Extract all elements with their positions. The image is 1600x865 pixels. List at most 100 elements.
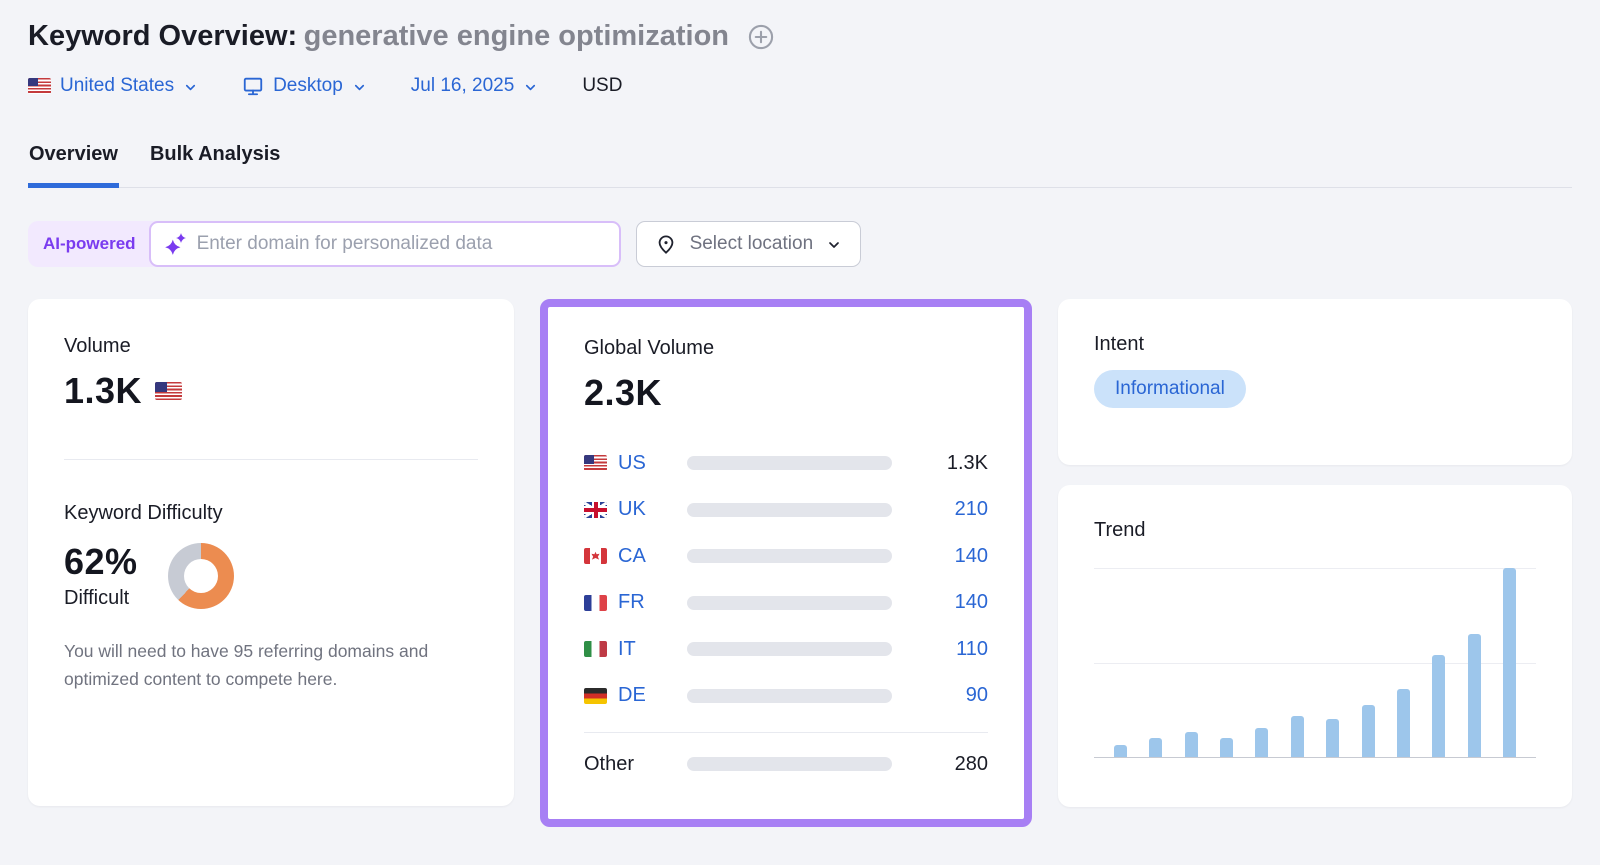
country-code-link[interactable]: FR (618, 591, 645, 614)
volume-bar-track (687, 456, 892, 471)
metrics-grid: Volume 1.3K Keyword Difficulty 62% Diffi… (28, 299, 1572, 827)
country-code-link[interactable]: DE (618, 684, 646, 707)
location-pin-icon (655, 233, 677, 255)
country-code-link[interactable]: US (618, 451, 646, 474)
keyword-overview-page: Keyword Overview: generative engine opti… (0, 0, 1600, 827)
keyword-difficulty-value: 62% (64, 541, 138, 582)
trend-label: Trend (1094, 519, 1146, 541)
country-volume-row: CA 140 (584, 533, 988, 580)
canada-flag-icon (584, 548, 607, 565)
divider (584, 732, 988, 733)
country-code-link[interactable]: CA (618, 544, 646, 567)
page-title: Keyword Overview: (28, 20, 298, 52)
country-selector[interactable]: United States (28, 75, 198, 97)
country-volume-row: DE 90 (584, 673, 988, 720)
ai-powered-badge: AI-powered (43, 234, 136, 253)
trend-bar (1396, 688, 1410, 757)
trend-card: Trend (1058, 485, 1572, 807)
global-volume-value: 2.3K (584, 372, 663, 413)
personalization-bar: AI-powered Select location (28, 221, 1572, 267)
country-code-link[interactable]: UK (618, 498, 646, 521)
volume-bar-track (687, 595, 892, 610)
select-location-label: Select location (689, 233, 814, 254)
country-selector-label: United States (60, 75, 175, 96)
tab-bar: Overview Bulk Analysis (28, 137, 1572, 188)
trend-bar (1326, 719, 1340, 757)
desktop-icon (242, 75, 264, 97)
us-flag-icon (155, 382, 183, 400)
country-code-link[interactable]: IT (618, 637, 636, 660)
chevron-down-icon (826, 237, 842, 253)
trend-bar (1502, 568, 1516, 757)
page-header: Keyword Overview: generative engine opti… (28, 0, 1572, 53)
us-flag-icon (28, 78, 51, 94)
other-volume-value: 280 (954, 752, 988, 775)
country-volume-value: 1.3K (946, 451, 988, 474)
other-label: Other (584, 752, 635, 775)
trend-bar-chart (1094, 568, 1536, 758)
volume-bar-track (687, 757, 892, 772)
volume-bar-track (687, 502, 892, 517)
domain-input[interactable] (148, 221, 621, 267)
chevron-down-icon (523, 80, 538, 95)
intent-badge[interactable]: Informational (1094, 370, 1246, 408)
filter-bar: United States Desktop Jul 16, 2025 U (28, 75, 1572, 97)
select-location-button[interactable]: Select location (635, 221, 862, 267)
global-volume-card: Global Volume 2.3K US 1.3K (548, 307, 1024, 818)
trend-bar (1290, 716, 1304, 757)
volume-bar-track (687, 549, 892, 564)
tab-overview[interactable]: Overview (28, 137, 119, 188)
other-volume-row: Other 280 (584, 741, 988, 788)
date-selector[interactable]: Jul 16, 2025 (411, 75, 539, 97)
gridline (1094, 568, 1536, 569)
country-volume-value[interactable]: 110 (956, 637, 988, 660)
country-volume-value[interactable]: 140 (954, 544, 988, 567)
volume-card: Volume 1.3K Keyword Difficulty 62% Diffi… (28, 299, 514, 806)
global-volume-card-highlight: Global Volume 2.3K US 1.3K (540, 299, 1032, 827)
currency-label: USD (582, 75, 623, 96)
add-keyword-icon[interactable] (747, 23, 775, 51)
date-selector-label: Jul 16, 2025 (410, 75, 515, 96)
tab-bulk-analysis[interactable]: Bulk Analysis (149, 143, 281, 165)
country-volume-row: UK 210 (584, 487, 988, 534)
trend-bar (1184, 732, 1198, 757)
intent-label: Intent (1094, 333, 1145, 355)
keyword-difficulty-note: You will need to have 95 referring domai… (64, 641, 429, 690)
us-flag-icon (584, 455, 607, 472)
trend-bar (1114, 744, 1127, 757)
france-flag-icon (584, 594, 607, 611)
ai-powered-container: AI-powered (28, 221, 621, 267)
volume-label: Volume (64, 335, 131, 357)
keyword-difficulty-level: Difficult (64, 587, 130, 609)
right-column: Intent Informational Trend (1058, 299, 1572, 807)
chevron-down-icon (183, 80, 198, 95)
trend-bar (1149, 738, 1163, 757)
uk-flag-icon (584, 501, 607, 518)
country-volume-row: IT 110 (584, 626, 988, 673)
global-volume-label: Global Volume (584, 337, 715, 359)
trend-bar (1432, 654, 1446, 757)
country-volume-value[interactable]: 140 (954, 591, 988, 614)
country-volume-value[interactable]: 210 (954, 498, 988, 521)
device-selector-label: Desktop (273, 75, 343, 96)
volume-bar-track (687, 642, 892, 657)
italy-flag-icon (584, 641, 607, 658)
gridline (1094, 662, 1536, 664)
page-title-keyword: generative engine optimization (303, 20, 730, 52)
volume-value: 1.3K (64, 370, 143, 411)
sparkles-icon (163, 232, 187, 256)
country-volume-row: US 1.3K (584, 440, 988, 487)
trend-bar (1361, 705, 1375, 757)
country-volume-value[interactable]: 90 (965, 684, 988, 707)
country-volume-list: US 1.3K UK 210 (584, 440, 988, 788)
divider (64, 459, 478, 460)
intent-card: Intent Informational (1058, 299, 1572, 465)
trend-bar (1467, 634, 1481, 757)
trend-bar (1220, 738, 1234, 757)
device-selector[interactable]: Desktop (242, 75, 367, 97)
germany-flag-icon (584, 687, 607, 704)
volume-bar-track (687, 688, 892, 703)
keyword-difficulty-label: Keyword Difficulty (64, 502, 223, 524)
trend-bar (1255, 727, 1269, 757)
chevron-down-icon (352, 80, 367, 95)
